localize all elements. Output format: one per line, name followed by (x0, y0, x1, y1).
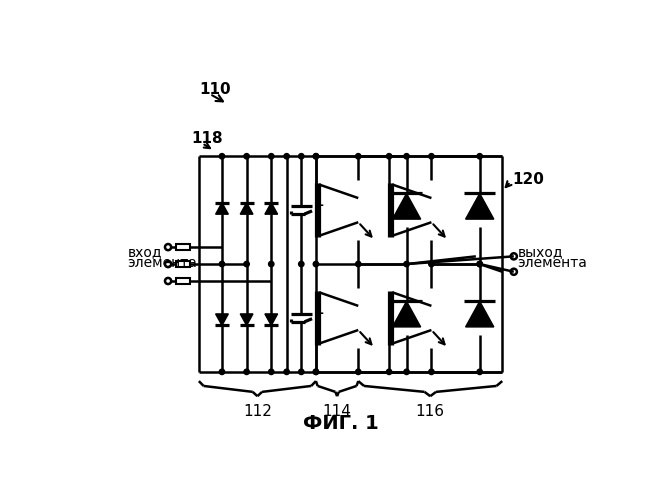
Circle shape (313, 154, 318, 159)
Text: элемента: элемента (517, 256, 587, 270)
Bar (176, 244, 190, 250)
Text: +: + (314, 199, 324, 212)
Circle shape (298, 154, 304, 159)
Circle shape (219, 369, 224, 374)
Polygon shape (466, 302, 494, 327)
Polygon shape (216, 202, 228, 214)
Circle shape (477, 154, 482, 159)
Circle shape (429, 369, 434, 374)
Text: 120: 120 (512, 172, 544, 187)
Circle shape (404, 154, 409, 159)
Polygon shape (466, 194, 494, 219)
Circle shape (356, 369, 361, 374)
Circle shape (244, 154, 249, 159)
Polygon shape (240, 202, 253, 214)
Circle shape (386, 154, 392, 159)
Circle shape (313, 369, 318, 374)
Circle shape (429, 154, 434, 159)
Circle shape (477, 369, 482, 374)
Circle shape (244, 369, 249, 374)
Text: 110: 110 (199, 82, 230, 97)
Text: +: + (314, 307, 324, 320)
Circle shape (404, 369, 409, 374)
Circle shape (298, 369, 304, 374)
Circle shape (477, 262, 482, 266)
Circle shape (244, 262, 249, 266)
Text: выход: выход (517, 246, 563, 260)
Polygon shape (392, 194, 421, 219)
Circle shape (268, 262, 274, 266)
Circle shape (313, 369, 318, 374)
Bar (176, 261, 190, 267)
Text: 116: 116 (416, 404, 445, 419)
Circle shape (284, 369, 289, 374)
Text: вход: вход (127, 246, 162, 260)
Polygon shape (240, 314, 253, 326)
Circle shape (298, 262, 304, 266)
Circle shape (429, 262, 434, 266)
Circle shape (284, 154, 289, 159)
Polygon shape (265, 314, 278, 326)
Circle shape (219, 154, 224, 159)
Circle shape (386, 369, 392, 374)
Polygon shape (392, 302, 421, 327)
Circle shape (268, 154, 274, 159)
Bar (176, 278, 190, 284)
Circle shape (404, 262, 409, 266)
Text: 114: 114 (322, 404, 352, 419)
Text: 112: 112 (243, 404, 272, 419)
Text: 118: 118 (191, 131, 223, 146)
Polygon shape (216, 314, 228, 326)
Circle shape (313, 154, 318, 159)
Circle shape (268, 369, 274, 374)
Polygon shape (265, 202, 278, 214)
Circle shape (356, 262, 361, 266)
Circle shape (313, 262, 318, 266)
Circle shape (356, 154, 361, 159)
Text: элемента: элемента (127, 256, 197, 270)
Circle shape (477, 262, 482, 266)
Text: ФИГ. 1: ФИГ. 1 (304, 414, 379, 433)
Circle shape (219, 262, 224, 266)
